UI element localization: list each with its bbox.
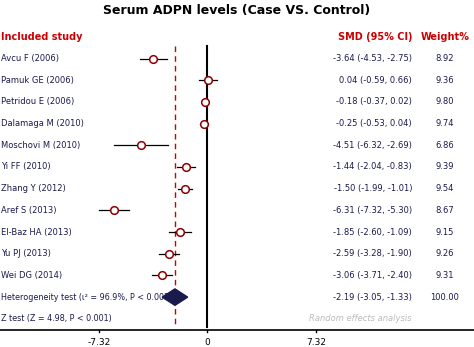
Text: 9.31: 9.31 <box>436 271 454 280</box>
Text: -2.19 (-3.05, -1.33): -2.19 (-3.05, -1.33) <box>333 293 412 302</box>
Text: Dalamaga M (2010): Dalamaga M (2010) <box>1 119 84 128</box>
Text: -3.06 (-3.71, -2.40): -3.06 (-3.71, -2.40) <box>333 271 412 280</box>
Text: 8.67: 8.67 <box>435 206 454 215</box>
Text: Serum ADPN levels (Case VS. Control): Serum ADPN levels (Case VS. Control) <box>103 5 371 17</box>
Text: 6.86: 6.86 <box>435 141 454 150</box>
Text: 9.15: 9.15 <box>436 228 454 237</box>
Text: Petridou E (2006): Petridou E (2006) <box>1 98 75 107</box>
Text: -1.85 (-2.60, -1.09): -1.85 (-2.60, -1.09) <box>333 228 412 237</box>
Text: Wei DG (2014): Wei DG (2014) <box>1 271 63 280</box>
Text: 9.80: 9.80 <box>436 98 454 107</box>
Text: -0.18 (-0.37, 0.02): -0.18 (-0.37, 0.02) <box>336 98 412 107</box>
Text: 0.04 (-0.59, 0.66): 0.04 (-0.59, 0.66) <box>339 76 412 85</box>
Text: Z test (Z = 4.98, P < 0.001): Z test (Z = 4.98, P < 0.001) <box>1 314 112 323</box>
Text: 7.32: 7.32 <box>306 338 326 347</box>
Polygon shape <box>162 289 188 305</box>
Text: Random effects analysis: Random effects analysis <box>310 314 412 323</box>
Text: -0.25 (-0.53, 0.04): -0.25 (-0.53, 0.04) <box>337 119 412 128</box>
Text: 9.26: 9.26 <box>436 249 454 258</box>
Text: 9.36: 9.36 <box>435 76 454 85</box>
Text: 0: 0 <box>204 338 210 347</box>
Text: Avcu F (2006): Avcu F (2006) <box>1 54 59 63</box>
Text: 100.00: 100.00 <box>430 293 459 302</box>
Text: Yi FF (2010): Yi FF (2010) <box>1 162 51 171</box>
Text: Zhang Y (2012): Zhang Y (2012) <box>1 184 66 193</box>
Text: Pamuk GE (2006): Pamuk GE (2006) <box>1 76 74 85</box>
Text: El-Baz HA (2013): El-Baz HA (2013) <box>1 228 72 237</box>
Text: Included study: Included study <box>1 32 83 42</box>
Text: 9.74: 9.74 <box>436 119 454 128</box>
Text: 9.39: 9.39 <box>436 162 454 171</box>
Text: 9.54: 9.54 <box>436 184 454 193</box>
Text: -2.59 (-3.28, -1.90): -2.59 (-3.28, -1.90) <box>333 249 412 258</box>
Text: -7.32: -7.32 <box>87 338 110 347</box>
Text: SMD (95% CI): SMD (95% CI) <box>337 32 412 42</box>
Text: -6.31 (-7.32, -5.30): -6.31 (-7.32, -5.30) <box>333 206 412 215</box>
Text: 8.92: 8.92 <box>436 54 454 63</box>
Text: Heterogeneity test (ι² = 96.9%, P < 0.001): Heterogeneity test (ι² = 96.9%, P < 0.00… <box>1 293 173 302</box>
Text: Weight%: Weight% <box>420 32 469 42</box>
Text: Yu PJ (2013): Yu PJ (2013) <box>1 249 51 258</box>
Text: -3.64 (-4.53, -2.75): -3.64 (-4.53, -2.75) <box>333 54 412 63</box>
Text: -1.50 (-1.99, -1.01): -1.50 (-1.99, -1.01) <box>334 184 412 193</box>
Text: Aref S (2013): Aref S (2013) <box>1 206 57 215</box>
Text: Moschovi M (2010): Moschovi M (2010) <box>1 141 81 150</box>
Text: -4.51 (-6.32, -2.69): -4.51 (-6.32, -2.69) <box>333 141 412 150</box>
Text: -1.44 (-2.04, -0.83): -1.44 (-2.04, -0.83) <box>333 162 412 171</box>
